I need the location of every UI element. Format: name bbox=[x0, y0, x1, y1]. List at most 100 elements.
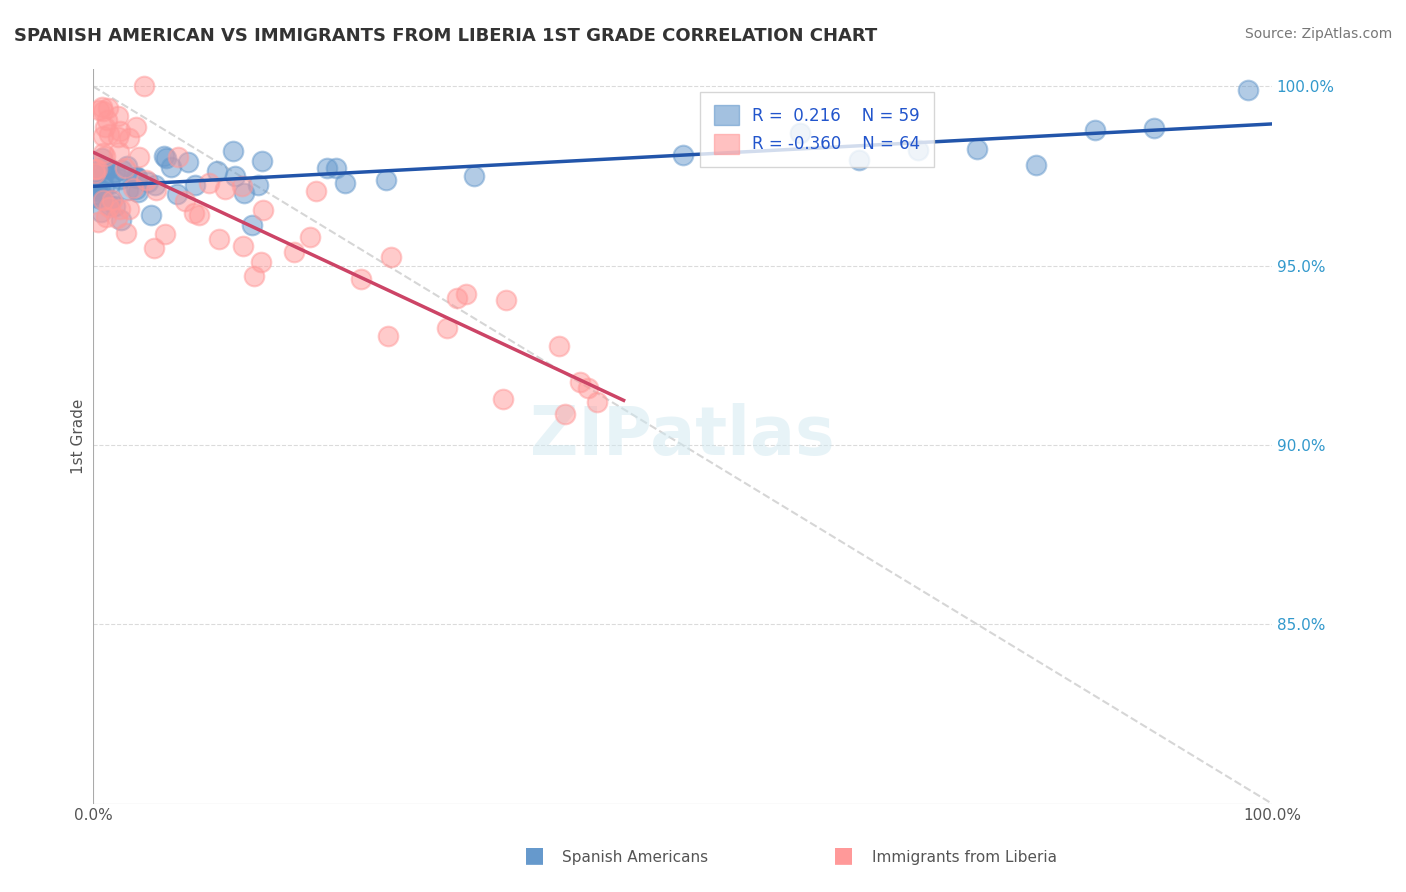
Point bbox=[118, 130, 141, 145]
Point bbox=[98, 161, 121, 175]
Point bbox=[105, 211, 128, 226]
Point bbox=[93, 179, 115, 194]
Y-axis label: 1st Grade: 1st Grade bbox=[72, 399, 86, 474]
Point bbox=[124, 170, 146, 185]
Point bbox=[84, 190, 107, 204]
Point bbox=[183, 206, 205, 220]
Point bbox=[93, 146, 115, 161]
Point bbox=[1025, 158, 1047, 172]
Point bbox=[232, 239, 254, 253]
Point bbox=[214, 182, 236, 196]
Point bbox=[110, 202, 132, 216]
Point bbox=[90, 205, 112, 219]
Point bbox=[115, 159, 138, 173]
Text: Spanish Americans: Spanish Americans bbox=[562, 850, 709, 865]
Point bbox=[114, 161, 136, 175]
Point bbox=[456, 286, 478, 301]
Text: ■: ■ bbox=[834, 846, 853, 865]
Point bbox=[84, 187, 107, 202]
Point bbox=[145, 183, 167, 197]
Point bbox=[97, 101, 120, 115]
Point bbox=[789, 126, 811, 140]
Point bbox=[184, 178, 207, 192]
Point bbox=[554, 407, 576, 421]
Point bbox=[136, 175, 159, 189]
Point bbox=[98, 200, 121, 214]
Point bbox=[436, 321, 458, 335]
Point bbox=[91, 161, 114, 176]
Point bbox=[335, 176, 357, 190]
Point bbox=[966, 142, 988, 156]
Point bbox=[350, 271, 373, 285]
Point bbox=[94, 210, 117, 224]
Point bbox=[187, 208, 209, 222]
Point bbox=[569, 375, 592, 389]
Point bbox=[104, 199, 127, 213]
Point bbox=[153, 227, 176, 242]
Point bbox=[108, 145, 131, 160]
Point bbox=[177, 155, 200, 169]
Point bbox=[83, 173, 105, 187]
Point bbox=[125, 182, 148, 196]
Point bbox=[127, 186, 149, 200]
Point bbox=[377, 329, 399, 343]
Point bbox=[325, 161, 347, 175]
Point bbox=[166, 150, 188, 164]
Point bbox=[463, 169, 485, 183]
Point bbox=[86, 215, 108, 229]
Point bbox=[87, 184, 110, 198]
Point bbox=[207, 163, 229, 178]
Point bbox=[91, 193, 114, 207]
Point bbox=[375, 173, 398, 187]
Point bbox=[91, 160, 114, 174]
Point bbox=[86, 161, 108, 176]
Point bbox=[1237, 83, 1260, 97]
Point bbox=[208, 232, 231, 246]
Point bbox=[94, 149, 117, 163]
Point bbox=[117, 183, 139, 197]
Point bbox=[283, 244, 305, 259]
Point bbox=[240, 218, 263, 232]
Text: ■: ■ bbox=[524, 846, 544, 865]
Point bbox=[576, 381, 599, 395]
Point bbox=[907, 144, 929, 158]
Point bbox=[86, 179, 108, 194]
Point bbox=[108, 171, 131, 186]
Point bbox=[96, 112, 118, 127]
Point bbox=[141, 208, 163, 222]
Point bbox=[252, 203, 274, 218]
Legend: R =  0.216    N = 59, R = -0.360    N = 64: R = 0.216 N = 59, R = -0.360 N = 64 bbox=[700, 92, 934, 167]
Point bbox=[252, 154, 274, 169]
Point bbox=[548, 339, 571, 353]
Point bbox=[135, 173, 157, 187]
Point bbox=[132, 79, 155, 94]
Point bbox=[107, 129, 129, 144]
Point bbox=[1084, 123, 1107, 137]
Point bbox=[91, 103, 114, 118]
Point bbox=[446, 291, 468, 305]
Point bbox=[242, 269, 264, 284]
Text: SPANISH AMERICAN VS IMMIGRANTS FROM LIBERIA 1ST GRADE CORRELATION CHART: SPANISH AMERICAN VS IMMIGRANTS FROM LIBE… bbox=[14, 27, 877, 45]
Point bbox=[249, 254, 271, 268]
Text: Immigrants from Liberia: Immigrants from Liberia bbox=[872, 850, 1057, 865]
Point bbox=[127, 170, 149, 185]
Point bbox=[83, 161, 105, 176]
Point bbox=[166, 186, 188, 201]
Point bbox=[231, 178, 253, 193]
Point bbox=[87, 103, 110, 117]
Point bbox=[91, 99, 114, 113]
Point bbox=[98, 177, 121, 191]
Point bbox=[316, 161, 339, 175]
Point bbox=[160, 161, 183, 175]
Point bbox=[173, 194, 195, 208]
Point bbox=[224, 169, 246, 183]
Point bbox=[222, 144, 245, 158]
Point bbox=[380, 251, 402, 265]
Text: ZIPatlas: ZIPatlas bbox=[530, 403, 835, 469]
Point bbox=[671, 147, 693, 161]
Point bbox=[91, 129, 114, 144]
Point bbox=[110, 124, 132, 138]
Point bbox=[125, 120, 148, 134]
Point bbox=[247, 178, 270, 192]
Point bbox=[232, 186, 254, 200]
